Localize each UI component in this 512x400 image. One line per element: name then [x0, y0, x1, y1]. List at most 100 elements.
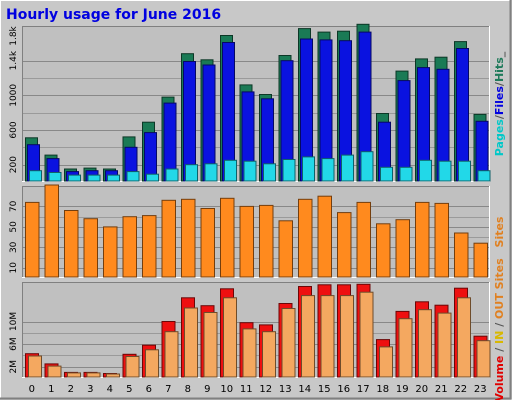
ylabel-part-hits: Files [493, 86, 506, 116]
xtick-label: 4 [107, 384, 113, 395]
bar-sites-sites [239, 205, 254, 278]
bar-sites-sites [200, 208, 215, 278]
bar-sites-sites [122, 216, 137, 278]
ytick-label-top-hits: 1.8k [9, 25, 19, 45]
bar-hits-pages [146, 173, 159, 182]
xtick-label: 15 [318, 384, 331, 395]
bar-volume-volume-out [86, 372, 101, 378]
xtick-label: 9 [204, 384, 210, 395]
bar-hits-pages [477, 170, 491, 182]
bar-hits-pages [107, 174, 120, 182]
ytick-label-hits: 1.4k [9, 50, 19, 70]
bar-volume-volume-out [418, 309, 432, 378]
bar-volume-volume-out [184, 307, 198, 378]
bar-hits-pages [263, 163, 276, 182]
ylabel-part-volume: IN [493, 331, 506, 344]
xtick-label: 1 [48, 384, 54, 395]
plot-area-hits [22, 26, 490, 182]
bar-hits-pages [341, 154, 354, 182]
bar-sites-sites [278, 220, 293, 278]
bar-hits-pages [380, 166, 393, 182]
bar-sites-sites [434, 202, 449, 278]
bar-hits-pages [360, 151, 374, 182]
ylabel-part-volume: / [493, 344, 506, 356]
xtick-label: 23 [474, 384, 487, 395]
bar-sites-sites [259, 204, 274, 278]
xtick-label: 0 [29, 384, 35, 395]
bar-volume-volume-out [281, 308, 296, 378]
ytick-label-hits: 600 [9, 121, 19, 138]
bar-volume-volume-out [320, 295, 335, 378]
bar-hits-pages [321, 158, 335, 182]
ylabel-part-volume: / [493, 319, 506, 331]
xtick-label: 6 [146, 384, 152, 395]
xtick-label: 2 [68, 384, 74, 395]
ytick-label-volume: 2M [9, 360, 19, 374]
bar-hits-pages [282, 159, 296, 182]
ytick-label-sites: 70 [9, 200, 19, 212]
xtick-label: 12 [259, 384, 272, 395]
ylabel-part-hits: / [493, 81, 506, 86]
ylabel-part-hits: Hits [493, 57, 506, 82]
plot-area-sites [22, 186, 490, 278]
ylabel-part-hits: _ [493, 51, 506, 57]
bar-volume-volume-out [67, 372, 81, 378]
xtick-label: 13 [279, 384, 292, 395]
ylabel-part-volume: OUT [493, 293, 506, 319]
bar-sites-sites [142, 215, 157, 278]
ytick-label-sites: 50 [9, 221, 19, 233]
bar-volume-volume-out [242, 328, 257, 378]
bar-sites-sites [337, 212, 352, 278]
bar-sites-sites [317, 195, 332, 278]
xtick-label: 18 [376, 384, 389, 395]
bar-hits-pages [204, 163, 218, 182]
xtick-label: 8 [185, 384, 191, 395]
ytick-label-volume: 10M [9, 312, 19, 331]
bar-hits-pages [399, 166, 413, 182]
bar-volume-volume-out [203, 312, 218, 378]
bar-sites-sites [454, 232, 469, 278]
xtick-label: 22 [454, 384, 467, 395]
xtick-label: 10 [220, 384, 233, 395]
bar-hits-pages [185, 164, 198, 182]
bar-hits-pages [165, 168, 179, 182]
bar-volume-volume-out [379, 346, 393, 378]
ylabel-part-hits: Pages [493, 119, 506, 157]
bar-volume-volume-out [47, 365, 62, 378]
ytick-label-sites: 10 [9, 262, 19, 274]
bar-sites-sites [220, 197, 235, 278]
bar-sites-sites [161, 199, 176, 278]
bar-hits-pages [87, 174, 101, 182]
bar-hits-pages [68, 174, 81, 182]
bar-hits-files [183, 61, 196, 182]
bar-volume-volume-out [28, 355, 42, 378]
xtick-label: 21 [435, 384, 448, 395]
xtick-label: 17 [357, 384, 370, 395]
ytick-label-volume: 6M [9, 337, 19, 351]
chart-title: Hourly usage for June 2016 [6, 7, 221, 23]
ylabel-volume: Volume / IN / OUT Sites [493, 258, 506, 400]
panel-sites: 10 30 50 70 Sites [9, 184, 506, 278]
ylabel-sites: Sites [493, 216, 506, 247]
ylabel-part-volume: Sites [493, 258, 506, 293]
ylabel-part-sites: Sites [493, 216, 506, 247]
xtick-label: 3 [87, 384, 93, 395]
bar-sites-sites [25, 201, 40, 278]
bar-volume-volume-out [262, 331, 276, 378]
bar-volume-volume-out [106, 373, 120, 378]
bar-volume-volume-out [164, 331, 179, 378]
bar-sites-sites [298, 198, 313, 278]
bar-volume-volume-out [476, 340, 491, 378]
bar-sites-sites [64, 210, 79, 278]
bar-volume-volume-out [145, 349, 159, 378]
bar-hits-pages [419, 159, 432, 182]
bar-sites-sites [181, 198, 196, 278]
ylabel-part-hits: / [493, 114, 506, 119]
x-axis-labels: 0 1 2 3 4 5 6 7 8 9 10 11 12 13 14 15 16 17 18 19 20 21 22 23 [29, 384, 487, 395]
bar-sites-sites [376, 223, 391, 278]
xtick-label: 7 [165, 384, 171, 395]
ylabel-part-volume: Volume [493, 356, 506, 400]
ytick-label-sites: 30 [9, 241, 19, 253]
panel-volume: 2M 6M 10M Volume / IN / OUT Sites [9, 258, 506, 400]
